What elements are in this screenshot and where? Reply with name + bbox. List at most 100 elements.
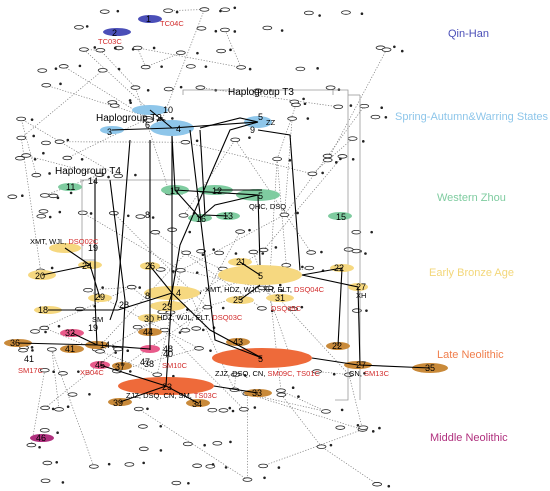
median-vector-dot [318, 14, 321, 17]
median-vector-dot [129, 101, 132, 105]
median-vector-dot [80, 157, 84, 161]
median-vector-dot [128, 99, 132, 102]
node-label-41a: 41 [24, 354, 34, 364]
median-vector-dot [160, 65, 163, 68]
background-node [58, 64, 69, 69]
background-node [16, 116, 27, 122]
node-label-12: 12 [212, 186, 222, 196]
median-vector-dot [54, 67, 58, 70]
median-vector-dot [211, 463, 215, 466]
median-vector-dot [117, 67, 121, 71]
node-label-22b: 22 [332, 341, 342, 351]
network-background-nodes [7, 6, 404, 488]
background-node [135, 214, 146, 219]
background-node [163, 86, 174, 92]
background-edge [46, 84, 162, 122]
background-node [54, 407, 64, 412]
median-vector-dot [30, 346, 34, 349]
background-node [26, 442, 37, 448]
node-label-5d: 5 [258, 354, 263, 364]
node-label-19a: 19 [88, 243, 98, 253]
node-15-ellipse [328, 212, 352, 220]
background-node [155, 267, 166, 272]
background-node [335, 425, 346, 430]
background-node [288, 306, 299, 312]
background-node [94, 172, 105, 177]
median-vector-dot [114, 351, 117, 354]
median-vector-dot [51, 407, 55, 411]
median-vector-dot [229, 440, 232, 444]
label-haplogroup-t2: Haplogroup T2 [96, 113, 162, 124]
median-vector-dot [384, 116, 388, 119]
label-spring-autumn: Spring-Autumn&Warring States [395, 111, 549, 123]
median-vector-dot [248, 67, 252, 71]
background-edge [200, 87, 339, 108]
median-vector-dot [387, 484, 391, 488]
background-node [16, 135, 27, 141]
background-node [178, 213, 189, 218]
background-node [343, 247, 354, 252]
median-vector-dot [50, 266, 54, 270]
background-node [295, 66, 306, 72]
background-node [322, 153, 333, 159]
median-vector-dot [175, 10, 179, 14]
median-vector-dot [224, 466, 228, 469]
background-edge [34, 286, 132, 332]
background-node [316, 444, 327, 449]
median-vector-dot [329, 443, 333, 447]
median-vector-dot [187, 481, 190, 485]
sample-labels-red: TC04C TC03C SM17C XB04C SM10C [18, 19, 188, 377]
node-label-14b: 14 [100, 340, 110, 350]
median-vector-dot [248, 228, 251, 232]
label-cn-sm13c: CN, SM13C [349, 369, 390, 378]
median-vector-dot [340, 408, 344, 412]
median-vector-dot [48, 215, 52, 219]
median-vector-dot [56, 431, 59, 435]
site-group-labels: QHC, DSQ XMT, WJL, DSQ02C XMT, HDZ, WJL,… [30, 118, 390, 400]
node-label-5b: 5 [258, 191, 263, 201]
median-vector-dot [33, 157, 37, 161]
median-vector-dot [221, 306, 225, 310]
node-label-27a: 27 [356, 282, 366, 292]
background-node [381, 47, 392, 52]
node-1-ellipse [138, 15, 162, 23]
background-edge [44, 327, 158, 375]
background-node [307, 171, 318, 177]
background-node [191, 326, 202, 331]
node-tc-ellipse [103, 28, 131, 36]
node-43-ellipse [226, 338, 250, 346]
median-vector-dot [400, 49, 404, 53]
median-vector-dot [42, 151, 45, 155]
background-node [220, 7, 231, 12]
median-vector-dot [101, 286, 104, 289]
background-node [230, 372, 241, 377]
median-vector-dot [171, 117, 174, 120]
background-node [113, 346, 123, 352]
label-zz: ZZ [266, 118, 276, 127]
median-vector-dot [370, 230, 373, 234]
node-label-41b: 41 [65, 344, 75, 354]
background-node [18, 348, 28, 353]
background-edge [82, 212, 181, 271]
label-hdz-wjl: HDZ, WJL, ELT, DSQ03C [157, 313, 243, 322]
background-node [337, 154, 348, 159]
background-node [220, 27, 230, 33]
background-node [281, 263, 292, 268]
median-vector-dot [296, 211, 299, 215]
background-node [74, 25, 84, 30]
median-vector-dot [393, 45, 396, 49]
background-node [31, 172, 42, 178]
background-node [238, 407, 249, 412]
background-edge [155, 231, 263, 309]
background-edge [321, 446, 378, 485]
background-node [341, 10, 351, 15]
median-vector-dot [303, 102, 307, 106]
background-node [180, 140, 191, 145]
median-vector-dot [306, 117, 310, 120]
background-node [39, 428, 50, 433]
median-vector-dot [301, 265, 304, 269]
median-vector-dot [280, 29, 284, 32]
background-edge [276, 104, 297, 160]
background-node [264, 285, 275, 291]
median-vector-dot [77, 370, 80, 373]
